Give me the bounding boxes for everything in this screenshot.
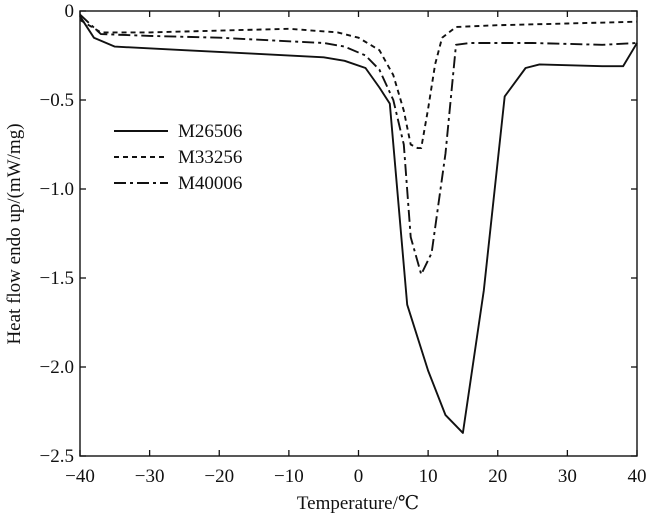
- x-tick-label: 30: [558, 466, 577, 487]
- x-tick-label: 40: [628, 466, 647, 487]
- legend: M26506 M33256 M40006: [114, 121, 242, 194]
- x-tick-label: −10: [274, 466, 304, 487]
- x-tick-label: 0: [354, 466, 364, 487]
- y-tick-label: −0.5: [40, 90, 74, 111]
- series-line-m40006: [79, 13, 638, 276]
- x-tick-label: 20: [488, 466, 507, 487]
- x-tick-label: −30: [135, 466, 165, 487]
- plot-frame: [79, 10, 638, 457]
- x-tick-label: −40: [65, 466, 95, 487]
- legend-label: M40006: [178, 173, 242, 194]
- x-tick-label: 10: [419, 466, 438, 487]
- y-tick-label: 0: [65, 1, 75, 22]
- series-line-m33256: [79, 19, 638, 150]
- y-tick-label: −1.0: [40, 179, 74, 200]
- y-tick-label: −1.5: [40, 268, 74, 289]
- series-layer: [79, 13, 638, 434]
- x-tick-label: −20: [204, 466, 234, 487]
- x-axis: −40 −30 −20 −10 0 10 20 30 40: [65, 11, 647, 487]
- y-axis: 0 −0.5 −1.0 −1.5 −2.0 −2.5: [40, 1, 637, 467]
- x-axis-title: Temperature/℃: [297, 493, 419, 514]
- y-tick-label: −2.0: [40, 357, 74, 378]
- y-axis-title: Heat flow endo up/(mW/mg): [4, 123, 25, 344]
- legend-label: M33256: [178, 147, 242, 168]
- series-line-m26506: [79, 15, 638, 434]
- y-tick-label: −2.5: [40, 446, 74, 467]
- legend-label: M26506: [178, 121, 242, 142]
